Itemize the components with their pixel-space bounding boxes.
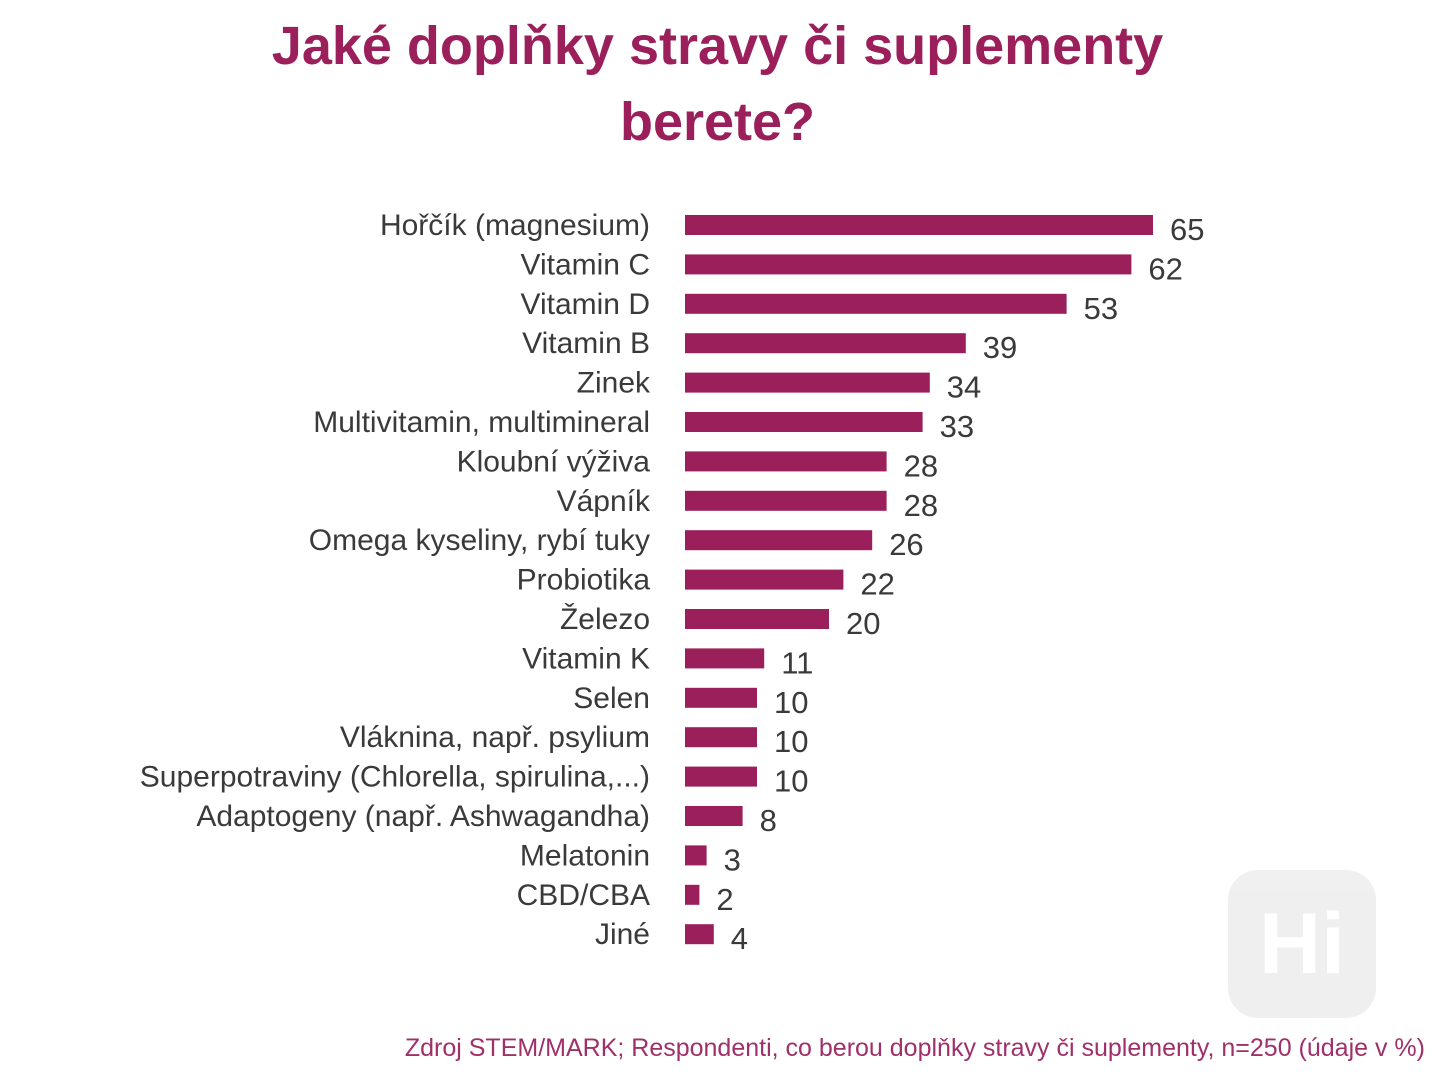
category-label: Jiné <box>595 918 650 951</box>
category-label: Adaptogeny (např. Ashwagandha) <box>196 800 650 833</box>
bar <box>685 254 1132 275</box>
category-label: Hořčík (magnesium) <box>380 209 650 242</box>
category-label: Superpotraviny (Chlorella, spirulina,...… <box>140 761 650 794</box>
bar <box>685 490 887 511</box>
bar <box>685 609 829 629</box>
category-label: Selen <box>573 682 650 715</box>
value-label: 8 <box>760 803 777 838</box>
bar <box>685 372 930 393</box>
bar <box>685 687 757 708</box>
bar <box>685 845 707 866</box>
category-label: Vápník <box>557 485 651 518</box>
value-label: 39 <box>983 330 1017 365</box>
bar <box>685 333 966 354</box>
category-label: Vláknina, např. psylium <box>340 721 650 754</box>
category-label: Multivitamin, multimineral <box>313 406 650 439</box>
bar <box>685 530 873 551</box>
chart-title-line-1: Jaké doplňky stravy či suplementy <box>271 16 1164 76</box>
value-label: 4 <box>731 921 748 956</box>
value-label: 11 <box>781 645 813 680</box>
category-label: Probiotika <box>517 564 651 597</box>
bar <box>685 766 757 787</box>
bar <box>685 451 887 472</box>
category-label: Železo <box>560 603 650 636</box>
value-label: 26 <box>889 527 923 562</box>
bar <box>685 412 923 432</box>
value-label: 65 <box>1170 212 1204 247</box>
value-label: 10 <box>774 764 808 799</box>
source-note: Zdroj STEM/MARK; Respondenti, co berou d… <box>404 1034 1425 1062</box>
category-label: Vitamin B <box>522 327 650 360</box>
category-label: Kloubní výživa <box>457 445 651 478</box>
bar <box>685 569 844 590</box>
bar <box>685 293 1067 314</box>
value-label: 62 <box>1148 251 1182 286</box>
category-label: Vitamin C <box>521 248 651 281</box>
bar <box>685 806 743 826</box>
value-label: 33 <box>940 409 974 444</box>
bar <box>685 727 757 748</box>
value-label: 34 <box>947 370 981 405</box>
chart-title-line-2: berete? <box>619 92 816 152</box>
bar-chart: Hořčík (magnesium) 65 Vitamin C 62 Vitamin D… <box>140 209 1205 956</box>
category-label: Melatonin <box>520 839 650 872</box>
watermark-text: Hi <box>1259 895 1345 992</box>
value-label: 3 <box>724 842 741 877</box>
bar <box>685 884 700 905</box>
value-label: 22 <box>860 567 894 602</box>
value-label: 28 <box>904 448 938 483</box>
value-label: 10 <box>774 724 808 759</box>
category-label: Vitamin D <box>521 288 651 321</box>
value-label: 28 <box>904 488 938 523</box>
category-label: Vitamin K <box>522 642 650 675</box>
bar <box>685 924 714 945</box>
category-label: Zinek <box>577 367 651 400</box>
category-label: CBD/CBA <box>517 879 650 912</box>
value-label: 2 <box>716 882 733 917</box>
bar <box>685 215 1153 235</box>
category-label: Omega kyseliny, rybí tuky <box>309 524 650 557</box>
chart-title: Jaké doplňky stravy či suplementy berete… <box>0 8 1435 160</box>
value-label: 53 <box>1084 291 1118 326</box>
bar <box>685 648 765 669</box>
value-label: 20 <box>846 606 880 641</box>
value-label: 10 <box>774 685 808 720</box>
watermark-logo: Hi <box>1228 870 1376 1018</box>
